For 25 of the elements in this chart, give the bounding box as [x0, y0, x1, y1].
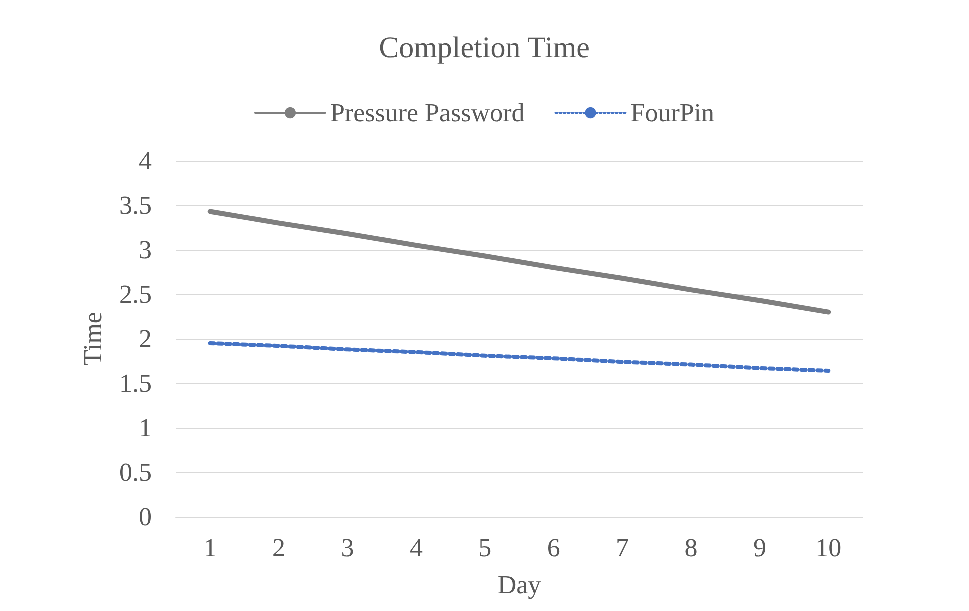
x-tick-label: 3	[341, 534, 354, 562]
x-tick-label: 2	[272, 534, 286, 562]
y-tick-label: 2.5	[120, 280, 152, 309]
x-tick-label: 4	[410, 534, 423, 562]
y-axis-title: Time	[78, 312, 108, 366]
legend-label: FourPin	[630, 98, 715, 128]
x-tick-label: 10	[816, 534, 842, 562]
y-tick-label: 2	[139, 324, 152, 354]
y-tick-label: 1	[139, 414, 152, 442]
x-tick-label: 1	[204, 534, 217, 562]
x-tick-label: 5	[478, 534, 492, 562]
y-tick-label: 3.5	[120, 191, 152, 220]
y-tick-label: 0.5	[120, 458, 152, 487]
x-tick-label: 9	[753, 534, 766, 562]
x-axis-title: Day	[498, 570, 542, 600]
x-tick-label: 8	[684, 534, 698, 562]
chart-title: Completion Time	[379, 32, 590, 64]
y-tick-label: 0	[139, 502, 152, 532]
legend-label: Pressure Password	[330, 98, 525, 128]
y-tick-label: 4	[139, 146, 152, 176]
line-series	[208, 341, 831, 374]
x-tick-label: 6	[547, 534, 560, 562]
y-tick-label: 3	[139, 236, 152, 264]
y-tick-label: 1.5	[120, 369, 152, 398]
x-tick-label: 7	[616, 534, 630, 562]
